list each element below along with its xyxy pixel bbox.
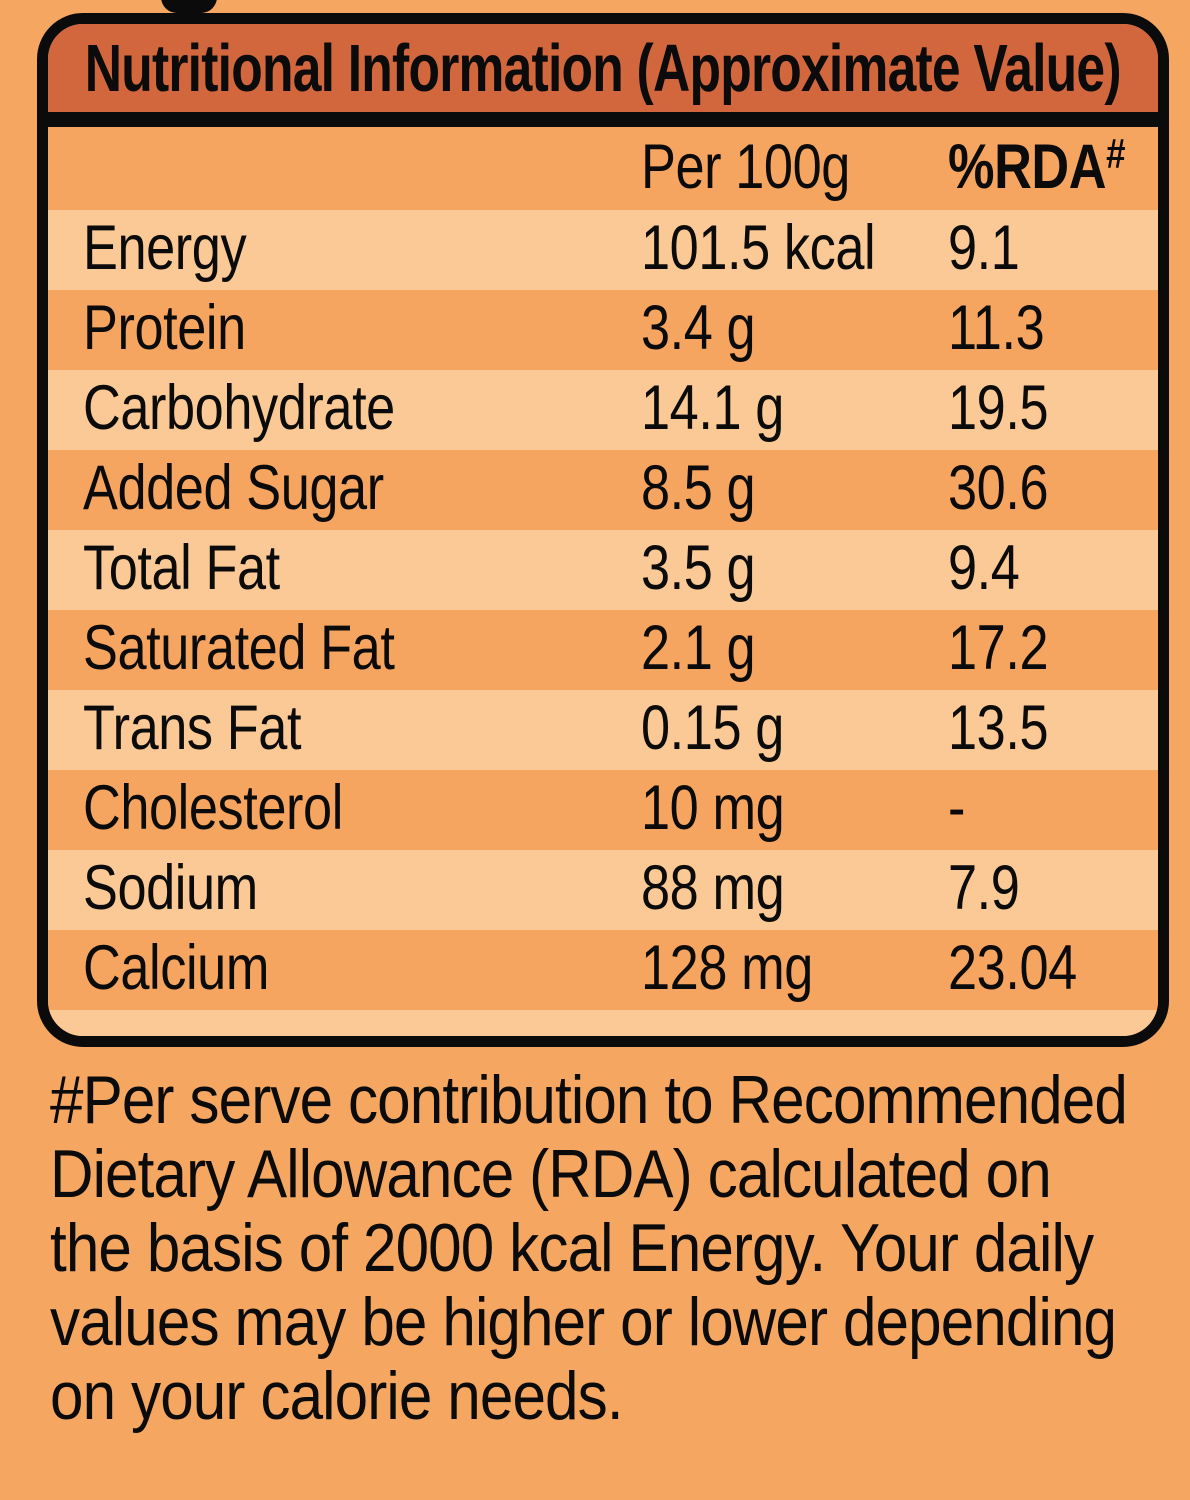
column-header-row: Per 100g %RDA# [48,127,1158,210]
nutrient-value: 128 mg [641,933,813,1004]
nutrient-rda: - [948,773,966,844]
footnote-line: #Per serve contribution to Recommended [50,1062,1128,1138]
nutrient-label: Sodium [83,853,258,924]
nutrient-value: 8.5 g [641,453,756,524]
nutrient-rda: 11.3 [948,293,1045,364]
nutrient-rda: 17.2 [948,613,1049,684]
table-row-added-sugar: Added Sugar 8.5 g 30.6 [48,450,1158,530]
table-row-total-fat: Total Fat 3.5 g 9.4 [48,530,1158,610]
nutrient-rda: 13.5 [948,693,1049,764]
nutrient-value: 88 mg [641,853,785,924]
nutrient-value: 10 mg [641,773,785,844]
rda-header-text: %RDA [948,131,1107,202]
table-row-energy: Energy 101.5 kcal 9.1 [48,210,1158,290]
nutrient-rda: 23.04 [948,933,1077,1004]
column-header-rda: %RDA# [948,132,1126,199]
nutrient-rda: 19.5 [948,373,1049,444]
nutrient-value: 2.1 g [641,613,756,684]
footnote-line: the basis of 2000 kcal Energy. Your dail… [50,1210,1094,1286]
footnote-line: on your calorie needs. [50,1358,624,1434]
nutrient-value: 3.4 g [641,293,756,364]
nutrient-rda: 7.9 [948,853,1020,924]
footnote-line: values may be higher or lower depending [50,1284,1117,1360]
table-row-protein: Protein 3.4 g 11.3 [48,290,1158,370]
nutrient-label: Calcium [83,933,269,1004]
nutrient-value: 101.5 kcal [641,213,876,284]
nutrient-label: Total Fat [83,533,280,604]
table-row-calcium: Calcium 128 mg 23.04 [48,930,1158,1010]
nutrient-label: Carbohydrate [83,373,395,444]
nutrient-value: 14.1 g [641,373,784,444]
cropped-text-fragment [161,0,217,13]
footnote-line: Dietary Allowance (RDA) calculated on [50,1136,1052,1212]
nutrient-label: Protein [83,293,246,364]
table-title: Nutritional Information (Approximate Val… [84,30,1122,106]
nutrient-rda: 9.1 [948,213,1020,284]
table-row-sodium: Sodium 88 mg 7.9 [48,850,1158,930]
table-row-saturated-fat: Saturated Fat 2.1 g 17.2 [48,610,1158,690]
table-row-trans-fat: Trans Fat 0.15 g 13.5 [48,690,1158,770]
rda-footnote-mark: # [1106,129,1126,177]
column-header-per-100g: Per 100g [641,131,850,202]
rda-footnote: #Per serve contribution to Recommended D… [50,1062,1128,1434]
nutrition-table-panel: Nutritional Information (Approximate Val… [37,13,1169,1047]
nutrient-value: 0.15 g [641,693,784,764]
nutrient-rda: 9.4 [948,533,1020,604]
nutrient-label: Saturated Fat [83,613,395,684]
table-bottom-strip [48,1010,1158,1036]
nutrient-label: Cholesterol [83,773,343,844]
nutrient-label: Energy [83,213,247,284]
table-row-carbohydrate: Carbohydrate 14.1 g 19.5 [48,370,1158,450]
table-title-band: Nutritional Information (Approximate Val… [48,24,1158,127]
nutrient-label: Trans Fat [83,693,302,764]
nutrient-label: Added Sugar [83,453,384,524]
nutrient-value: 3.5 g [641,533,756,604]
table-row-cholesterol: Cholesterol 10 mg - [48,770,1158,850]
nutrient-rda: 30.6 [948,453,1049,524]
